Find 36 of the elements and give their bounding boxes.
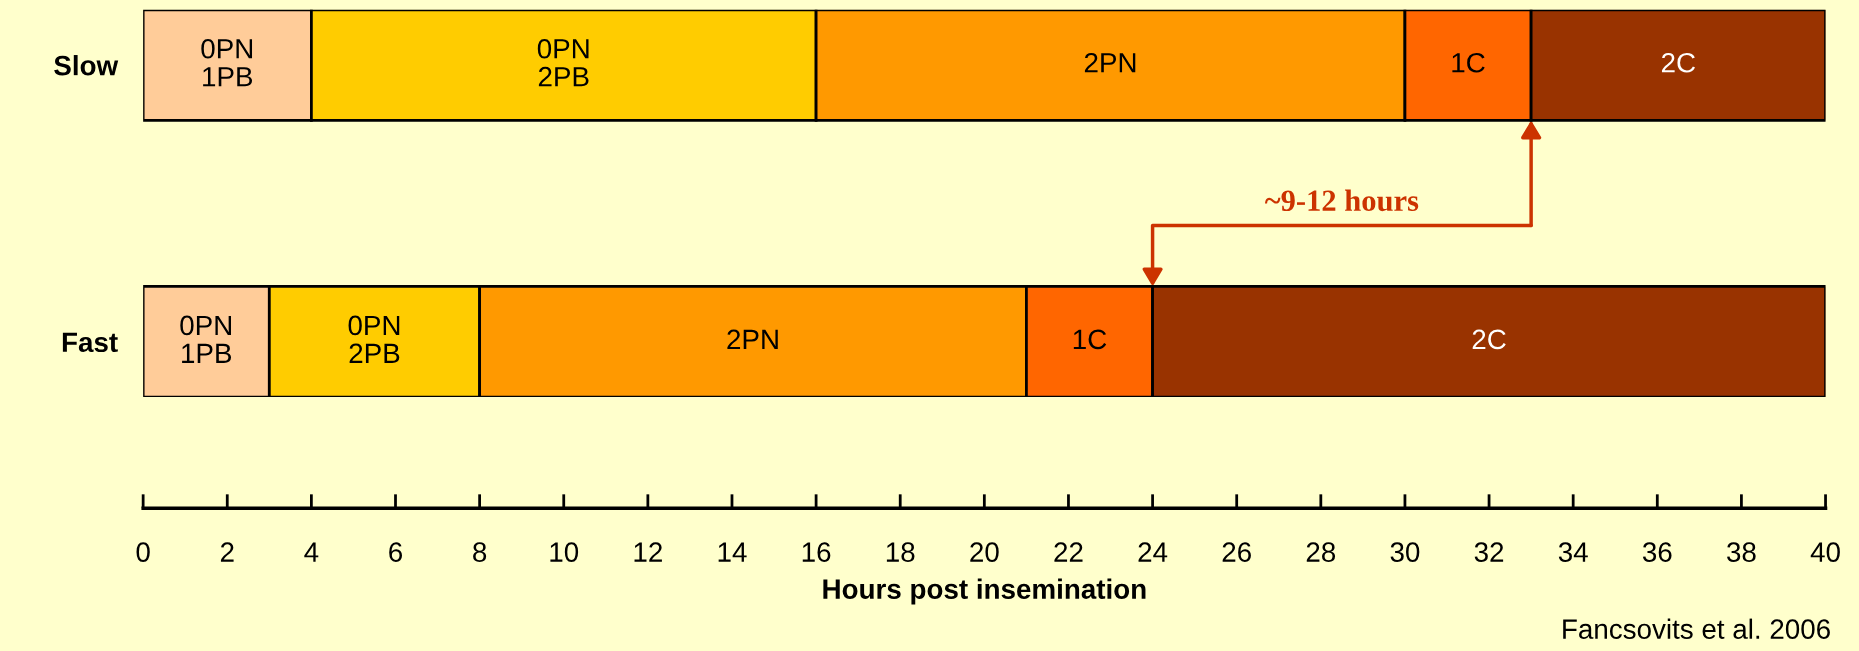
x-axis-title: Hours post insemination [823, 578, 1146, 605]
x-tick-label: 38 [1727, 542, 1756, 562]
series-label: 0PN 2PB [537, 38, 589, 87]
x-tick-label: 26 [1222, 542, 1251, 562]
x-tick-label: 14 [718, 542, 747, 562]
series-label: 0PN 1PB [201, 38, 253, 87]
text: 0PN 1PB [180, 315, 232, 363]
x-tick-label: 18 [886, 542, 915, 562]
x-tick-label: 10 [550, 542, 579, 562]
x-tick-label: 6 [389, 542, 403, 562]
annotation: ~9-12 hours [1264, 189, 1419, 212]
x-tick-label: 8 [473, 542, 487, 562]
x-tick-label: 2 [220, 542, 234, 562]
x-tick-label: 22 [1054, 542, 1083, 562]
series-label: 2C [1472, 329, 1506, 350]
text: 1C [1452, 52, 1485, 73]
y-tick-label: Fast [62, 332, 118, 353]
x-tick-label: 30 [1390, 542, 1420, 562]
x-tick-label: 12 [634, 542, 662, 562]
x-tick-label: 40 [1810, 542, 1840, 562]
series-label: 1C [1073, 329, 1107, 350]
x-tick-label: 36 [1642, 542, 1672, 562]
x-tick-label: 16 [802, 542, 831, 562]
y-tick-label: Slow [54, 55, 119, 76]
x-tick-label: 24 [1138, 542, 1168, 562]
x-tick-label: 32 [1474, 542, 1504, 562]
text: 2PN [1084, 52, 1136, 73]
text: 2C [1661, 52, 1696, 73]
text: 0PN 2PB [348, 315, 400, 363]
x-tick-label: 28 [1306, 542, 1336, 562]
x-tick-label: 20 [970, 542, 999, 562]
x-tick-label: 34 [1558, 542, 1588, 562]
x-tick-label: 0 [136, 542, 150, 562]
x-tick-label: 4 [304, 542, 319, 562]
text: Fancsovits et al. 2006 [1563, 618, 1830, 639]
series-label: 2PN [727, 329, 778, 349]
